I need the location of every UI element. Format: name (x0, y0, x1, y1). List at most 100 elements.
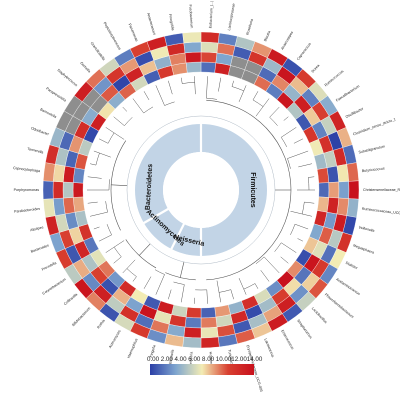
tree-node-arc (206, 97, 218, 100)
tree-stem (111, 184, 128, 186)
taxon-label: Megasphaera (353, 243, 375, 254)
tree-branch (180, 284, 185, 303)
taxon-label: Gemella (79, 61, 91, 73)
heatmap-cell (182, 31, 202, 44)
tree-branch (255, 98, 270, 117)
tree-branch (260, 270, 270, 282)
tree-branch (87, 176, 102, 179)
taxon-label: Granulicatella (90, 41, 106, 61)
tree-branch (290, 210, 312, 217)
taxon-label: Clostridium_sensu_stricto_1 (353, 117, 397, 136)
heatmap-cell (346, 162, 359, 182)
tree-node-arc (255, 256, 265, 264)
tree-branch (155, 274, 165, 295)
tree-node-arc (290, 224, 296, 235)
tree-branch (206, 289, 208, 304)
heatmap-cell (200, 51, 218, 64)
tree-node-arc (107, 132, 115, 144)
taxon-label: Peptostreptococcus (103, 21, 122, 51)
tree-branch (180, 77, 183, 84)
tree-branch (113, 256, 122, 264)
taxon-label: Streptococcus (296, 319, 313, 340)
tree-branch (143, 276, 152, 289)
tree-node-arc (154, 269, 165, 275)
taxon-label: Finegoldia (168, 14, 175, 31)
tree-branch (252, 91, 259, 101)
heatmap-cell (200, 41, 219, 54)
taxon-label: Bifidobacterium (71, 306, 91, 327)
tree-branch (231, 80, 234, 87)
tree-branch (194, 76, 196, 95)
taxon-label: Staphylococcus (56, 68, 78, 87)
tree-branch (99, 138, 109, 144)
taxon-label: Odoribacter (30, 126, 50, 136)
heatmap-cell (326, 165, 339, 183)
taxon-label: Ruminococcus (324, 69, 345, 87)
tree-node-arc (95, 152, 100, 166)
heatmap-cell (72, 182, 84, 198)
tree-branch (122, 259, 136, 274)
taxon-label: Fusobacterium (188, 4, 193, 28)
heatmap-cell (63, 165, 76, 183)
tree-node-arc (105, 201, 108, 213)
tree-branch (218, 77, 222, 92)
taxon-label: Anaerococcus (146, 12, 156, 35)
taxon-label: Anaerostipes (280, 30, 294, 50)
heatmap-cell (62, 181, 74, 199)
tree-node-arc (269, 117, 278, 126)
taxon-label: Prevotella (41, 261, 57, 272)
taxon-label: Lactobacillus (311, 306, 328, 324)
tree-node-arc (231, 86, 244, 92)
tree-branch (269, 106, 280, 118)
taxon-label: Butyricicoccus (362, 166, 385, 173)
heatmap-cell (43, 198, 56, 218)
heatmap-cell (200, 61, 217, 73)
tree-node-arc (280, 137, 288, 148)
heatmap-cell (317, 196, 329, 213)
color-legend: 0.00 2.00 4.00 6.00 8.00 10.0012.0014.00 (147, 356, 263, 375)
heatmap-cell (200, 326, 219, 339)
tree-node-arc (126, 268, 137, 277)
tree-branch (105, 127, 125, 140)
phylum-ring-hole (163, 152, 239, 228)
taxon-label: Dialister (345, 261, 359, 271)
taxon-label: Phascolarctobacterium (324, 293, 355, 320)
taxon-label: Rothia (96, 319, 105, 330)
taxon-label: Dorea (311, 64, 321, 74)
tree-branch (254, 283, 259, 289)
tree-branch (113, 116, 125, 126)
heatmap-cell (336, 164, 349, 183)
heatmap-cell (182, 336, 202, 349)
legend-tick-labels: 0.00 2.00 4.00 6.00 8.00 10.0012.0014.00 (147, 356, 263, 363)
tree-node-arc (106, 224, 112, 235)
phylum-label: Bacteroidetes (145, 164, 155, 211)
taxon-label: Lactococcus (263, 338, 275, 358)
heatmap-cell (346, 198, 359, 218)
heatmap-cell (328, 181, 340, 199)
taxon-label: Actinomyces (108, 329, 122, 349)
tree-branch (304, 201, 315, 204)
tree-branch (308, 176, 315, 178)
heatmap-cell (53, 164, 66, 183)
heatmap-rings (42, 31, 360, 349)
taxon-label: Kingella (149, 345, 157, 358)
tree-branch (216, 280, 222, 303)
taxon-label: Blautia (263, 30, 271, 42)
taxon-label: Porphyromonas (14, 188, 40, 192)
tree-branch (90, 211, 108, 217)
heatmap-cell (200, 307, 217, 319)
tree-branch (132, 98, 144, 114)
taxon-label: Paraprevotella (45, 87, 67, 103)
heatmap-cell (53, 197, 66, 216)
tree-node-arc (219, 289, 231, 293)
taxon-label: Eubacterium_(...) (208, 1, 214, 29)
tree-branch (132, 276, 137, 282)
tree-branch (168, 80, 173, 95)
taxon-label: Oscillibacter (345, 106, 365, 119)
tree-branch (280, 256, 289, 264)
taxon-label: Tannerella (27, 147, 44, 155)
tree-branch (281, 242, 297, 253)
taxon-label: Acidaminococcus (335, 277, 361, 296)
heatmap-cell (338, 181, 350, 199)
tree-branch (90, 163, 96, 166)
